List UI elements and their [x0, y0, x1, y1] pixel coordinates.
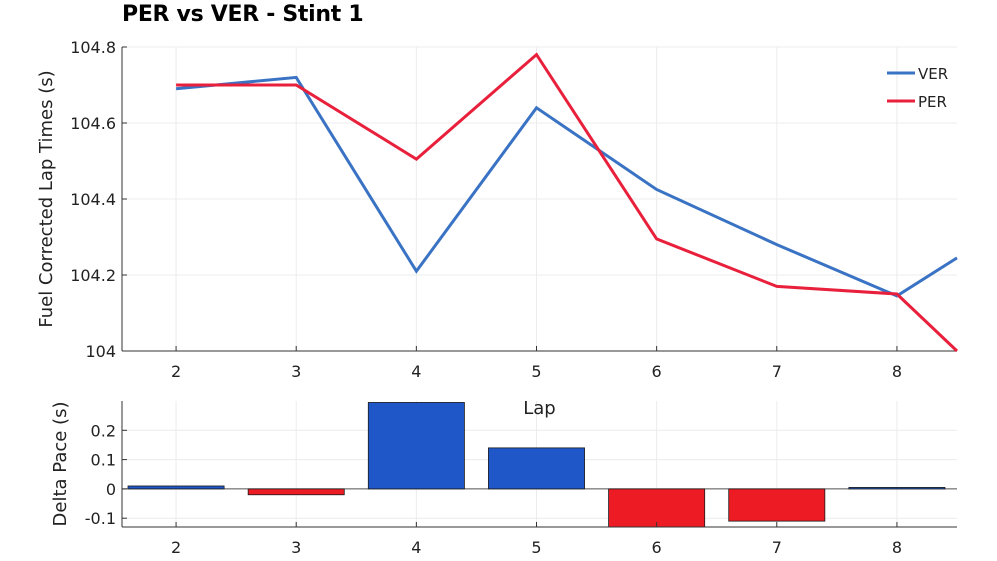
line-y-tick-label: 104.6	[70, 114, 116, 133]
bar-x-tick-label: 7	[772, 538, 782, 557]
line-x-tick-label: 6	[652, 362, 662, 381]
line-x-tick-label: 4	[411, 362, 421, 381]
bar-lap-4	[367, 402, 465, 490]
bar-y-tick-label: 0.2	[91, 421, 116, 440]
line-x-tick-label: 7	[772, 362, 782, 381]
bar-x-tick-label: 4	[411, 538, 421, 557]
line-x-tick-label: 3	[291, 362, 301, 381]
line-y-tick-label: 104	[85, 342, 116, 361]
bar-lap-3	[247, 488, 345, 496]
bar-lap-7	[728, 488, 826, 522]
bar-y-tick-label: 0	[106, 480, 116, 499]
bar-x-tick-label: 5	[531, 538, 541, 557]
line-x-tick-label: 2	[171, 362, 181, 381]
bar-lap-2	[127, 485, 225, 490]
legend-label-per: PER	[918, 93, 947, 111]
legend-label-ver: VER	[918, 65, 948, 83]
line-y-tick-label: 104.2	[70, 266, 116, 285]
bar-x-tick-label: 3	[291, 538, 301, 557]
line-x-axis-label: Lap	[523, 398, 555, 419]
bar-lap-8	[848, 487, 946, 490]
bar-x-tick-label: 8	[892, 538, 902, 557]
bar-lap-6	[608, 488, 706, 528]
bar-y-tick-label: 0.1	[91, 451, 116, 470]
line-y-tick-label: 104.4	[70, 190, 116, 209]
bar-y-axis-label: Delta Pace (s)	[50, 402, 71, 527]
line-x-tick-label: 5	[531, 362, 541, 381]
bar-x-tick-label: 2	[171, 538, 181, 557]
bar-x-tick-label: 6	[652, 538, 662, 557]
line-x-tick-label: 8	[892, 362, 902, 381]
series-line-per	[176, 52, 959, 353]
series-line-ver	[175, 75, 958, 298]
bar-lap-5	[488, 447, 585, 490]
line-y-axis-label: Fuel Corrected Lap Times (s)	[36, 70, 57, 327]
bar-y-tick-label: -0.1	[85, 509, 116, 528]
chart-title: PER vs VER - Stint 1	[122, 2, 364, 27]
line-y-tick-label: 104.8	[70, 38, 116, 57]
